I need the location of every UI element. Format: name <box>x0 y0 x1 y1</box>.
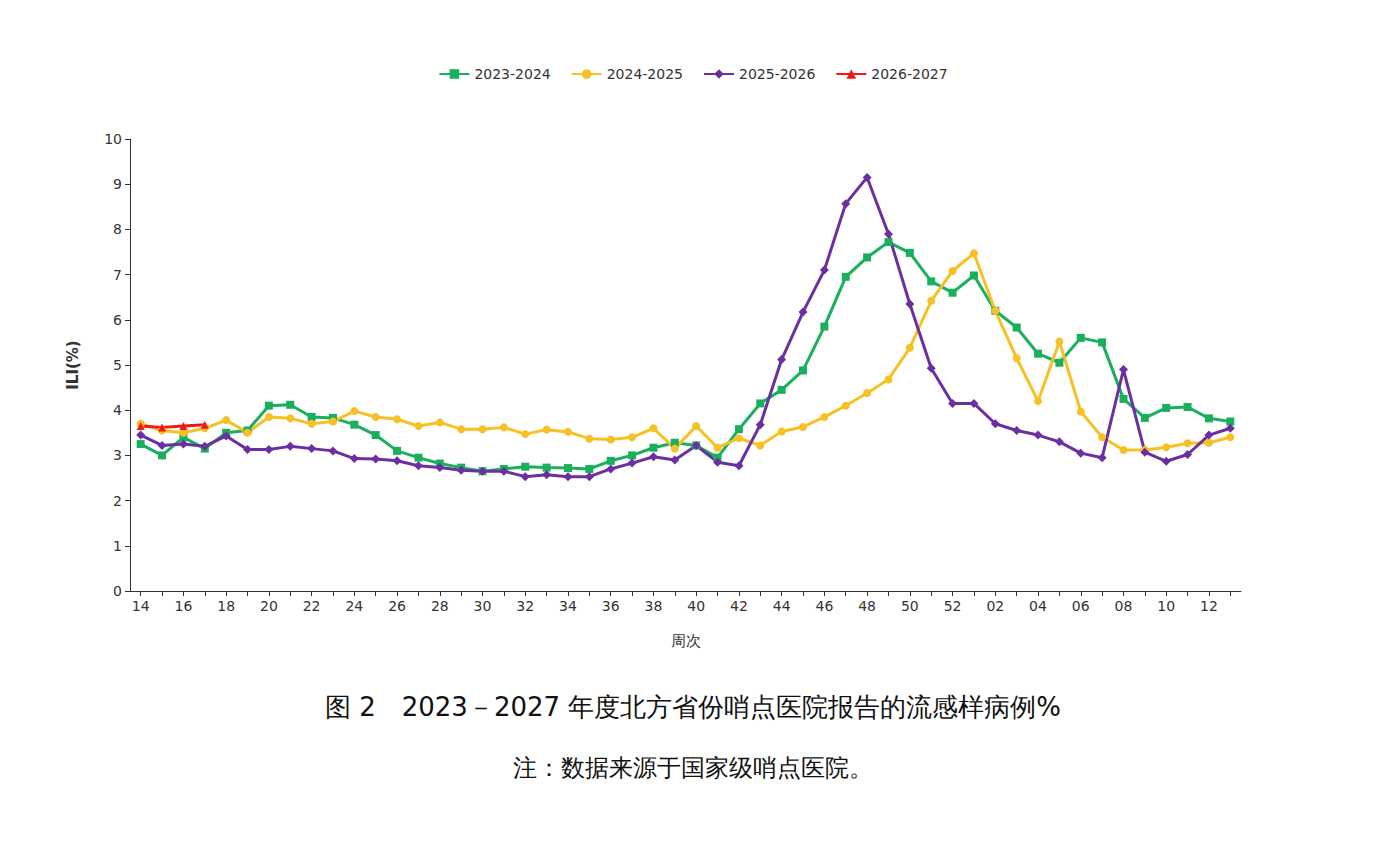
svg-text:10: 10 <box>104 131 122 147</box>
svg-text:52: 52 <box>944 598 962 614</box>
svg-text:44: 44 <box>773 598 791 614</box>
svg-text:32: 32 <box>516 598 534 614</box>
svg-text:3: 3 <box>113 447 122 463</box>
svg-text:46: 46 <box>815 598 833 614</box>
svg-text:06: 06 <box>1072 598 1090 614</box>
svg-text:30: 30 <box>474 598 492 614</box>
html-text:注：数据来源于国家级哨点医院。: 注：数据来源于国家级哨点医院。 <box>513 754 873 782</box>
svg-text:04: 04 <box>1029 598 1047 614</box>
svg-text:ILI(%): ILI(%) <box>64 340 82 389</box>
svg-text:20: 20 <box>260 598 278 614</box>
svg-text:9: 9 <box>113 176 122 192</box>
svg-text:50: 50 <box>901 598 919 614</box>
html-text:图 2 2023－2027 年度北方省份哨点医院报告的流感样: 图 2 2023－2027 年度北方省份哨点医院报告的流感样病例% <box>324 692 1062 722</box>
svg-text:1: 1 <box>113 538 122 554</box>
svg-text:12: 12 <box>1200 598 1218 614</box>
svg-text:26: 26 <box>388 598 406 614</box>
svg-text:28: 28 <box>431 598 449 614</box>
svg-text:2: 2 <box>113 493 122 509</box>
svg-text:周次: 周次 <box>671 632 701 650</box>
svg-text:38: 38 <box>645 598 663 614</box>
svg-text:02: 02 <box>986 598 1004 614</box>
svg-text:2023-2024: 2023-2024 <box>474 66 550 82</box>
svg-text:0: 0 <box>113 583 122 599</box>
svg-text:08: 08 <box>1115 598 1133 614</box>
svg-text:6: 6 <box>113 312 122 328</box>
svg-text:4: 4 <box>113 402 122 418</box>
svg-text:34: 34 <box>559 598 577 614</box>
svg-text:16: 16 <box>174 598 192 614</box>
svg-text:42: 42 <box>730 598 748 614</box>
svg-text:40: 40 <box>687 598 705 614</box>
svg-text:18: 18 <box>217 598 235 614</box>
svg-text:2025-2026: 2025-2026 <box>739 66 815 82</box>
svg-text:10: 10 <box>1157 598 1175 614</box>
svg-text:5: 5 <box>113 357 122 373</box>
svg-text:36: 36 <box>602 598 620 614</box>
svg-text:22: 22 <box>303 598 321 614</box>
svg-text:24: 24 <box>345 598 363 614</box>
svg-text:14: 14 <box>132 598 150 614</box>
svg-text:2024-2025: 2024-2025 <box>607 66 683 82</box>
svg-text:8: 8 <box>113 221 122 237</box>
svg-text:48: 48 <box>858 598 876 614</box>
svg-text:2026-2027: 2026-2027 <box>871 66 947 82</box>
svg-text:7: 7 <box>113 267 122 283</box>
